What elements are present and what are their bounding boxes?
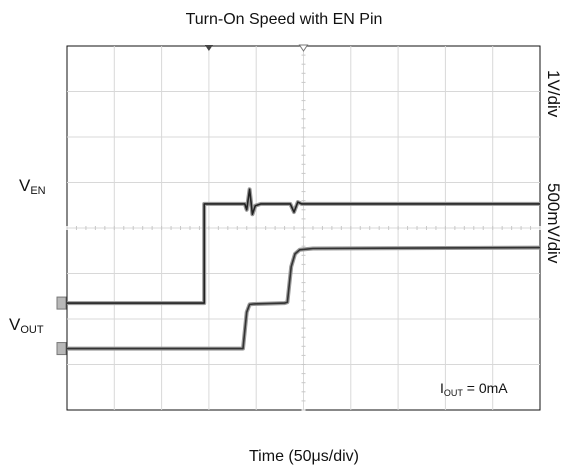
channel-label-out: VOUT <box>9 315 44 336</box>
current-annotation: IOUT = 0mA <box>440 380 508 398</box>
trace-markers <box>56 296 67 356</box>
trace-out <box>67 246 541 350</box>
x-axis-label: Time (50μs/div) <box>249 448 359 465</box>
ground-marker-en <box>56 296 67 310</box>
chart-title: Turn-On Speed with EN Pin <box>186 11 383 28</box>
channel-label-en: VEN <box>19 176 46 197</box>
time-reference-marker <box>298 44 309 52</box>
traces <box>67 187 541 351</box>
ground-marker-out <box>56 342 67 356</box>
trace-en <box>67 188 540 304</box>
scale-label-en: 1V/div <box>544 70 563 118</box>
scale-label-out: 500mV/div <box>544 183 563 264</box>
trigger-marker <box>204 45 213 51</box>
